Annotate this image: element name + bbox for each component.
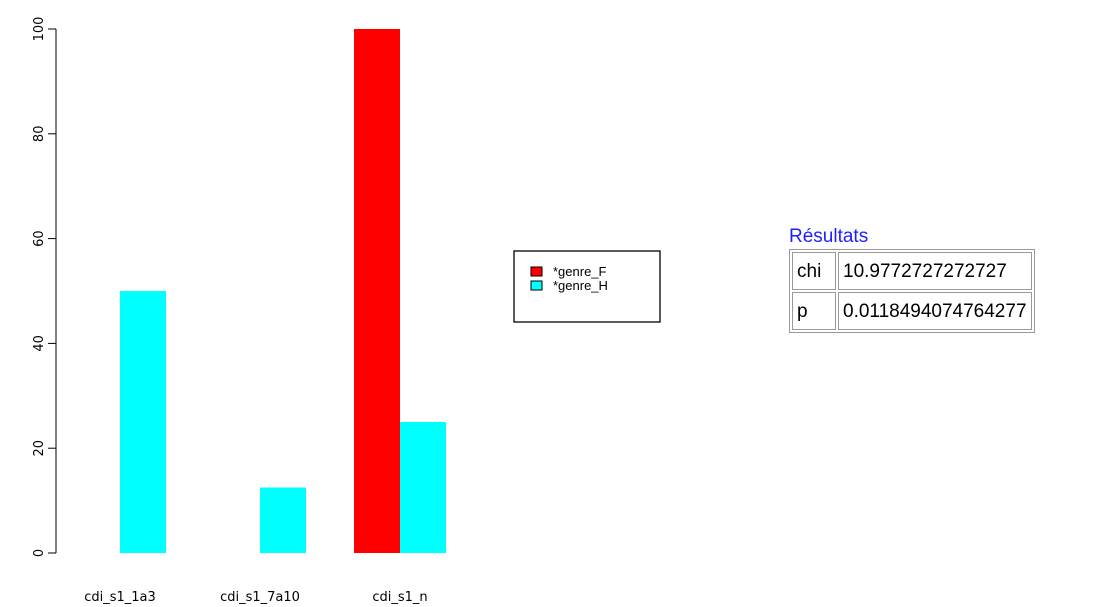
legend-swatch xyxy=(530,280,543,291)
bar-genre-h-0 xyxy=(120,291,166,553)
results-title: Résultats xyxy=(789,226,869,247)
y-axis: 0 20 40 60 80 100 xyxy=(32,17,57,557)
bar-genre-h-2 xyxy=(400,422,446,553)
p-label: p xyxy=(792,292,836,330)
bar-genre-h-1 xyxy=(260,487,306,553)
chi-value: 10.9772727272727 xyxy=(838,252,1032,290)
table-row: p 0.0118494074764277 xyxy=(792,292,1032,330)
y-tick-label: 40 xyxy=(32,335,47,352)
chi-label: chi xyxy=(792,252,836,290)
y-tick-label: 80 xyxy=(32,126,47,143)
legend: *genre_F*genre_H xyxy=(513,250,661,323)
x-tick-label: cdi_s1_1a3 xyxy=(84,590,156,605)
x-axis-labels: cdi_s1_1a3 cdi_s1_7a10 cdi_s1_n xyxy=(84,590,427,605)
x-tick-label: cdi_s1_n xyxy=(372,590,427,605)
y-tick-label: 20 xyxy=(32,440,47,457)
bars xyxy=(120,29,446,553)
y-tick-label: 60 xyxy=(32,230,47,247)
x-tick-label: cdi_s1_7a10 xyxy=(220,590,300,605)
bar-genre-f-2 xyxy=(354,29,400,553)
results-panel: Résultats chi 10.9772727272727 p 0.01184… xyxy=(789,227,1035,333)
legend-box xyxy=(513,250,661,323)
legend-label: *genre_H xyxy=(553,278,608,293)
p-value: 0.0118494074764277 xyxy=(838,292,1032,330)
results-table: chi 10.9772727272727 p 0.011849407476427… xyxy=(789,249,1035,333)
table-row: chi 10.9772727272727 xyxy=(792,252,1032,290)
legend-label: *genre_F xyxy=(553,264,607,279)
y-tick-label: 0 xyxy=(32,549,47,557)
legend-swatch xyxy=(530,266,543,277)
y-tick-label: 100 xyxy=(32,17,47,42)
